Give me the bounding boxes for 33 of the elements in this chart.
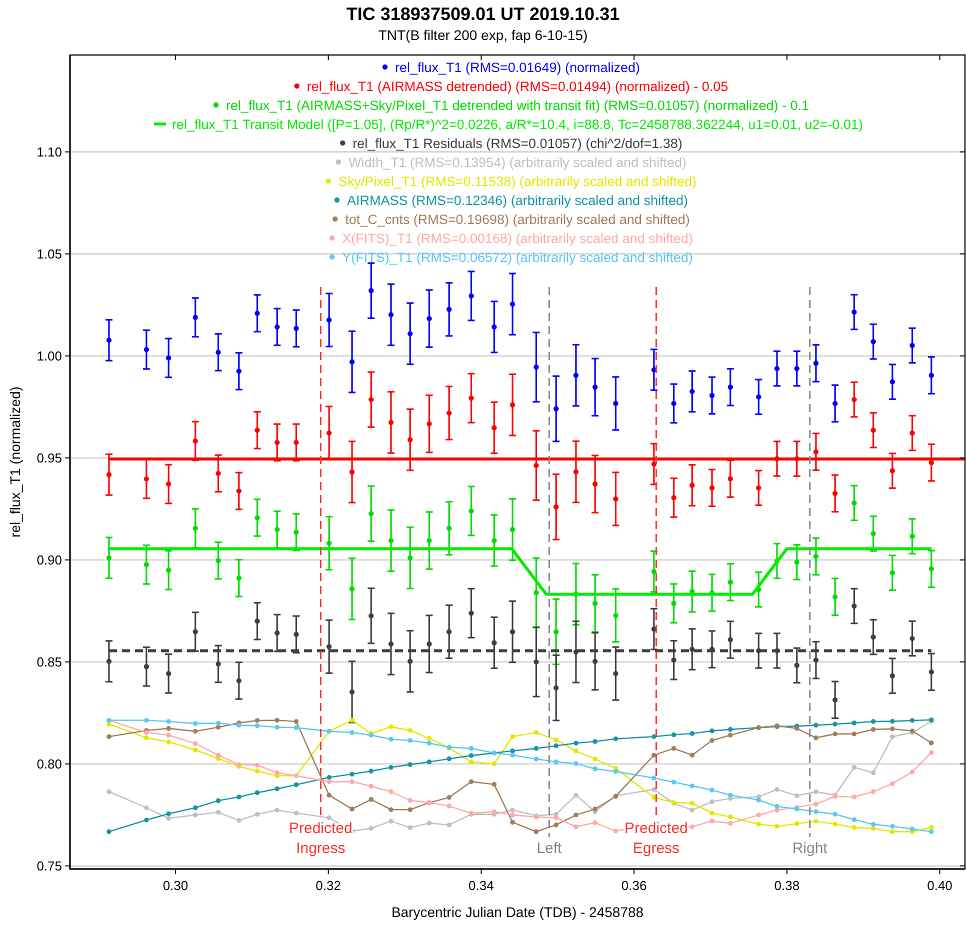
legend-label: tot_C_cnts (RMS=0.19698) (arbitrarily scaled and shifted) (345, 212, 690, 227)
legend-label: rel_flux_T1 (AIRMASS+Sky/Pixel_T1 detrended with transit fit) (RMS=0.01057) (normalized) - 0.1 (226, 98, 809, 113)
y-tick-label: 1.00 (36, 348, 62, 364)
x-tick-label: 0.40 (927, 878, 952, 893)
chart-subtitle: TNT(B filter 200 exp, fap 6-10-15) (378, 27, 588, 43)
legend-label: AIRMASS (RMS=0.12346) (arbitrarily scaled and shifted) (346, 193, 688, 208)
x-tick-label: 0.38 (774, 878, 800, 893)
y-tick-label: 0.90 (36, 552, 62, 568)
y-tick-label: 0.80 (36, 756, 62, 772)
x-tick-label: 0.32 (316, 878, 341, 893)
legend-label: X(FITS)_T1 (RMS=0.00168) (arbitrarily scaled and shifted) (342, 231, 693, 246)
y-tick-label: 0.85 (36, 654, 62, 670)
legend-label: Sky/Pixel_T1 (RMS=0.11538) (arbitrarily scaled and shifted) (338, 174, 697, 189)
ref-line-label: Right (792, 840, 828, 857)
y-tick-label: 1.05 (36, 246, 62, 262)
y-tick-label: 1.10 (36, 144, 62, 160)
ref-line-label: Predicted Egress (624, 820, 688, 857)
legend-label: rel_flux_T1 (AIRMASS detrended) (RMS=0.01494) (normalized) - 0.05 (306, 79, 728, 94)
y-tick-label: 0.95 (36, 450, 62, 466)
x-tick-label: 0.36 (621, 878, 647, 893)
y-axis-title: rel_flux_T1 (normalized) (7, 386, 23, 538)
x-tick-label: 0.30 (162, 878, 188, 893)
legend-label: Y(FITS)_T1 (RMS=0.06572) (arbitrarily scaled and shifted) (342, 250, 693, 265)
legend-label: rel_flux_T1 (RMS=0.01649) (normalized) (395, 60, 640, 75)
ref-line-label: Left (536, 840, 563, 857)
legend-label: rel_flux_T1 Residuals (RMS=0.01057) (chi^2/dof=1.38) (352, 136, 682, 151)
y-tick-label: 0.75 (36, 858, 62, 874)
x-tick-label: 0.34 (468, 878, 494, 893)
legend-label: rel_flux_T1 Transit Model ([P=1.05], (Rp/R*)^2=0.0226, a/R*=10.4, i=88.8, Tc=2458788.362244, u1=0.01, u2=-0.01) (172, 117, 863, 132)
ref-line-label: Predicted Ingress (289, 820, 352, 857)
legend-label: Width_T1 (RMS=0.13954) (arbitrarily scaled and shifted) (348, 155, 687, 170)
x-axis-title: Barycentric Julian Date (TDB) - 2458788 (391, 904, 644, 920)
chart-title: TIC 318937509.01 UT 2019.10.31 (346, 4, 620, 24)
